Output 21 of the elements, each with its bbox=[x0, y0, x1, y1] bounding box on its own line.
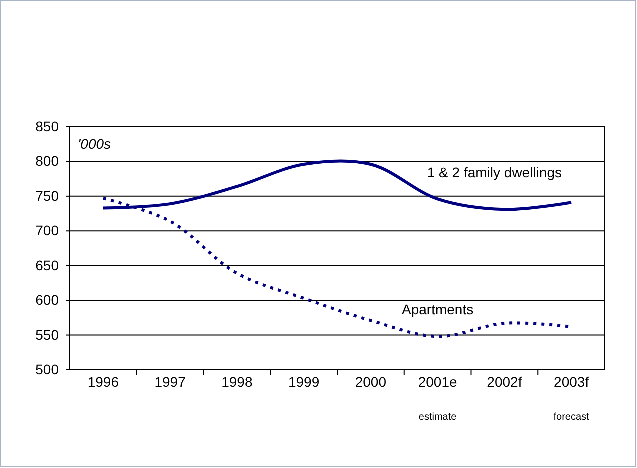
series-label: 1 & 2 family dwellings bbox=[427, 164, 562, 181]
y-tick-label: 850 bbox=[36, 118, 60, 134]
x-tick-label: 1998 bbox=[222, 374, 253, 390]
y-tick-label: 800 bbox=[36, 153, 60, 170]
y-tick-label: 700 bbox=[36, 222, 60, 239]
y-tick-label: 650 bbox=[36, 257, 60, 274]
y-tick-label: 600 bbox=[36, 292, 60, 308]
y-tick-label: 500 bbox=[36, 361, 60, 378]
x-tick-label: 2002f bbox=[487, 374, 522, 390]
x-tick-label: 1996 bbox=[88, 374, 120, 390]
x-tick-label: 2001e bbox=[418, 374, 458, 390]
y-tick-label: 550 bbox=[36, 326, 60, 343]
x-tick-label: 1999 bbox=[288, 374, 320, 390]
text: estimate bbox=[418, 412, 458, 423]
x-tick-label: 2003f bbox=[554, 374, 590, 390]
x-tick-label: 2000 bbox=[355, 374, 387, 390]
annotation: '000s bbox=[78, 136, 112, 152]
x-tick-label: 1997 bbox=[154, 374, 186, 390]
y-tick-label: 750 bbox=[36, 188, 60, 204]
text: forecast bbox=[554, 412, 590, 423]
series-label: Apartments bbox=[402, 302, 474, 318]
